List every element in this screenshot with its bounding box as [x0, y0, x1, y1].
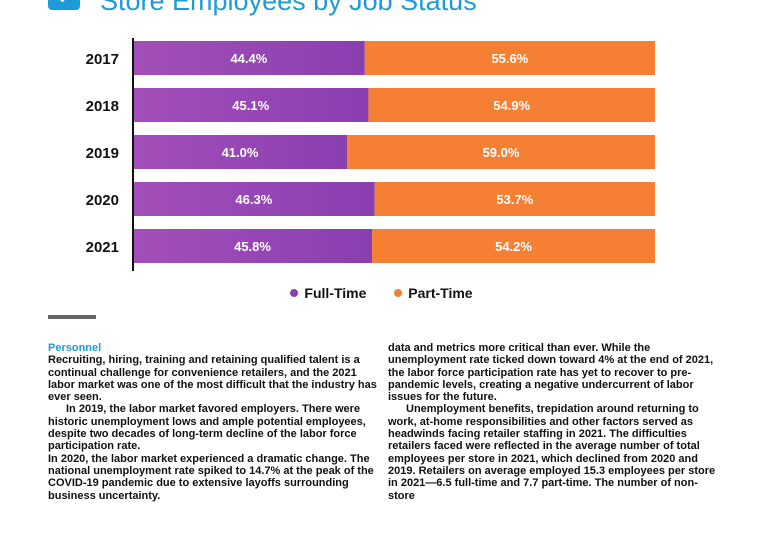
- legend-swatch-full-time: [290, 289, 299, 298]
- article-paragraph: In 2019, the labor market favored employ…: [48, 403, 366, 453]
- legend-item-full-time: Full-Time: [290, 285, 366, 301]
- article-paragraph: Unemployment benefits, trepidation aroun…: [388, 403, 716, 502]
- check-icon: [48, 0, 80, 10]
- bar-part-time-2018: [368, 88, 655, 122]
- legend-label-full-time: Full-Time: [304, 285, 367, 301]
- section-divider: [48, 315, 96, 319]
- chart-legend: Full-Time Part-Time: [0, 285, 763, 301]
- category-label-2021: 2021: [86, 239, 119, 256]
- bar-full-time-2020: [133, 182, 375, 216]
- data-label-full-time-2020: 46.3%: [235, 192, 272, 207]
- article-paragraph: In 2020, the labor market experienced a …: [48, 452, 374, 502]
- category-label-2018: 2018: [86, 98, 119, 115]
- data-label-part-time-2020: 53.7%: [496, 192, 533, 207]
- section-heading: Personnel: [48, 342, 102, 354]
- legend-swatch-part-time: [394, 289, 403, 298]
- article-column-right: data and metrics more critical than ever…: [388, 342, 720, 502]
- bar-full-time-2019: [133, 135, 348, 169]
- bar-full-time-2017: [133, 41, 365, 75]
- data-label-part-time-2019: 59.0%: [483, 145, 520, 160]
- category-label-2020: 2020: [86, 192, 119, 209]
- data-label-part-time-2017: 55.6%: [491, 51, 528, 66]
- chart-title: Store Employees by Job Status: [100, 0, 477, 16]
- bar-part-time-2020: [374, 182, 655, 216]
- bar-full-time-2021: [133, 229, 373, 263]
- article-column-left: Personnel Recruiting, hiring, training a…: [48, 342, 380, 502]
- stacked-bar-chart: 44.4% 55.6% 2017 45.1% 54.9% 2018 41.0% 59.0% 20…: [86, 38, 655, 271]
- data-label-full-time-2019: 41.0%: [222, 145, 259, 160]
- legend-label-part-time: Part-Time: [408, 285, 473, 301]
- data-label-part-time-2021: 54.2%: [495, 239, 532, 254]
- bar-part-time-2021: [372, 229, 655, 263]
- legend-item-part-time: Part-Time: [394, 285, 473, 301]
- data-label-full-time-2018: 45.1%: [232, 98, 269, 113]
- article-paragraph: Recruiting, hiring, training and retaini…: [48, 354, 377, 404]
- bar-full-time-2018: [133, 88, 369, 122]
- bar-part-time-2017: [364, 41, 655, 75]
- data-label-part-time-2018: 54.9%: [493, 98, 530, 113]
- data-label-full-time-2017: 44.4%: [230, 51, 267, 66]
- article-paragraph: data and metrics more critical than ever…: [388, 342, 714, 404]
- data-label-full-time-2021: 45.8%: [234, 239, 271, 254]
- bar-part-time-2019: [347, 135, 655, 169]
- category-label-2019: 2019: [86, 145, 119, 162]
- category-label-2017: 2017: [86, 51, 119, 68]
